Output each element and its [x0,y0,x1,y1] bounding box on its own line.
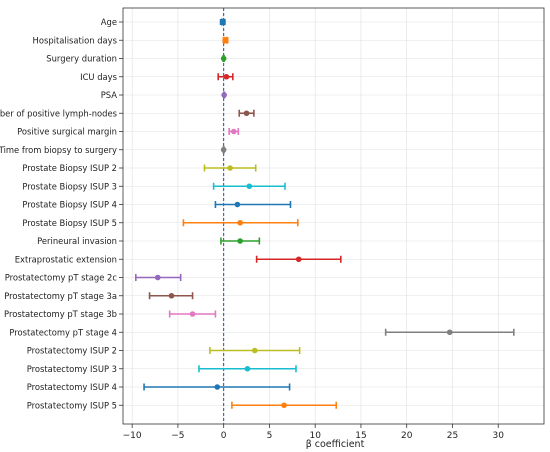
y-tick-label: Prostatectomy ISUP 5 [27,400,117,410]
y-tick-label: Age [101,17,117,27]
x-tick-label: 5 [267,431,273,441]
x-tick-label: 0 [221,431,227,441]
y-tick-label: Prostatectomy ISUP 2 [27,346,117,356]
y-tick-label: Surgery duration [46,54,117,64]
estimate-point [214,384,221,390]
y-tick-label: Prostatectomy pT stage 2c [5,273,118,283]
y-tick-label: ICU days [80,72,117,82]
y-tick-label: Prostatectomy pT stage 4 [9,327,117,337]
grid-layer [123,8,544,424]
estimate-point [243,110,250,117]
y-tick-label: Prostate Biopsy ISUP 2 [22,163,117,173]
y-tick-label: Prostate Biopsy ISUP 3 [22,181,117,191]
estimate-point [244,365,251,372]
y-tick-label: Prostatectomy ISUP 3 [27,364,117,374]
x-ticks: −10 −5 0 5 10 15 20 25 30 [123,424,505,441]
y-tick-label: Prostate Biopsy ISUP 5 [22,218,117,228]
y-tick-label: Extraprostatic extension [15,254,117,264]
marks-layer [135,18,515,409]
estimate-point [168,292,175,299]
y-tick-label: Prostatectomy pT stage 3a [4,291,117,301]
estimate-point [227,165,233,171]
y-tick-label: Number of positive lymph-nodes [0,108,117,118]
estimate-point [234,201,241,208]
estimate-point [220,55,227,62]
estimate-point [220,146,227,153]
estimate-point [446,329,453,336]
y-tick-label: PSA [101,90,118,100]
x-tick-label: −5 [171,431,184,441]
estimate-point [237,219,243,226]
estimate-point [230,128,237,135]
estimate-point [222,37,229,44]
x-tick-label: 10 [309,431,321,441]
x-tick-label: −10 [123,431,142,441]
y-tick-label: Positive surgical margin [17,127,117,137]
y-labels: Age Hospitalisation days Surgery duration I… [0,17,123,410]
plot-frame [122,7,545,425]
estimate-point [237,238,243,244]
x-tick-label: 20 [401,431,413,441]
y-tick-label: Prostate Biopsy ISUP 4 [22,200,117,210]
estimate-point [246,183,253,190]
estimate-point [295,256,302,263]
estimate-point [281,402,287,409]
y-tick-label: Prostatectomy ISUP 4 [27,382,117,392]
x-tick-label: 15 [355,431,366,441]
estimate-point [251,347,258,354]
estimate-point [219,19,226,25]
estimate-point [189,311,196,317]
y-tick-label: Prostatectomy pT stage 3b [4,309,117,319]
estimate-point [154,274,161,281]
y-tick-label: Perineural invasion [37,236,117,246]
estimate-point [223,73,230,80]
estimate-point [221,92,227,98]
x-axis-title: β coefficient [306,439,365,450]
x-tick-label: 30 [493,431,505,441]
y-tick-label: Time from biopsy to surgery [0,145,117,155]
y-tick-label: Hospitalisation days [33,35,117,45]
x-tick-label: 25 [447,431,458,441]
